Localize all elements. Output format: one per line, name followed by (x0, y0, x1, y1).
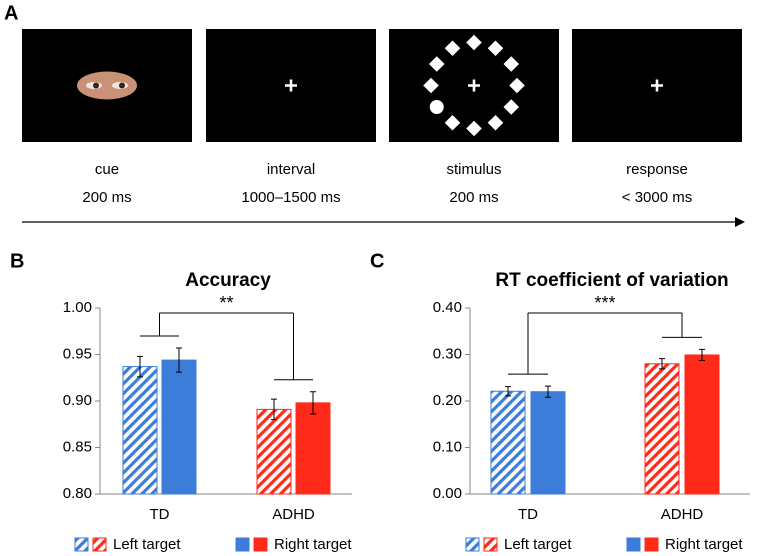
y-tick-label: 0.80 (63, 485, 92, 502)
legend-swatch (465, 537, 480, 552)
legend-swatch (483, 537, 498, 552)
legend-swatch (235, 537, 250, 552)
legend-swatch (253, 537, 268, 552)
error-bar (699, 348, 705, 362)
error-bar (137, 355, 143, 378)
group-bracket (508, 313, 548, 375)
group-bracket (662, 313, 702, 338)
chart-title: Accuracy (185, 270, 271, 291)
y-tick-label: 0.30 (433, 345, 462, 362)
error-bar (271, 398, 277, 421)
frame-duration: 200 ms (449, 189, 498, 206)
bar (490, 390, 526, 495)
y-tick-label: 0.00 (433, 485, 462, 502)
legend-label: Left target (504, 536, 572, 553)
chart-title: RT coefficient of variation (495, 270, 728, 291)
x-tick-label: TD (150, 506, 170, 523)
y-tick-label: 0.40 (433, 299, 462, 316)
legend-swatch (644, 537, 659, 552)
panel-label: C (370, 250, 384, 272)
group-bracket (140, 313, 179, 337)
legend-swatch (626, 537, 641, 552)
circle-item (429, 100, 444, 114)
y-tick-label: 0.85 (63, 438, 92, 455)
x-tick-label: ADHD (272, 506, 315, 523)
iris (119, 82, 125, 89)
frame-name: interval (267, 161, 315, 178)
iris (93, 82, 99, 89)
x-tick-label: ADHD (661, 506, 704, 523)
group-bracket (274, 313, 313, 381)
error-bar (310, 391, 316, 415)
y-tick-label: 1.00 (63, 299, 92, 316)
panel-label: A (4, 2, 18, 24)
bar (684, 354, 720, 495)
bar (161, 359, 197, 495)
significance-annotation: *** (594, 293, 615, 313)
error-bar (176, 347, 182, 373)
legend-swatch (74, 537, 89, 552)
arrow-head (735, 217, 745, 227)
error-bar (545, 385, 551, 398)
error-bar (659, 358, 665, 370)
eye-cue (77, 71, 137, 100)
frame-duration: 200 ms (82, 189, 131, 206)
legend-swatch (92, 537, 107, 552)
significance-annotation: ** (219, 293, 233, 313)
frame-name: stimulus (446, 161, 501, 178)
bar (530, 391, 566, 495)
frame-duration: 1000–1500 ms (241, 189, 340, 206)
fixation-cross (285, 79, 297, 92)
frame-name: cue (95, 161, 119, 178)
y-tick-label: 0.20 (433, 392, 462, 409)
bar (256, 408, 292, 495)
y-tick-label: 0.95 (63, 345, 92, 362)
frame-name: response (626, 161, 688, 178)
panel-label: B (10, 250, 24, 272)
frame-duration: < 3000 ms (622, 189, 692, 206)
bar (644, 363, 680, 495)
bar (122, 366, 158, 495)
error-bar (505, 386, 511, 397)
fixation-cross (651, 79, 663, 92)
y-tick-label: 0.90 (63, 392, 92, 409)
legend-label: Right target (665, 536, 743, 553)
y-tick-label: 0.10 (433, 438, 462, 455)
fixation-cross (468, 79, 480, 92)
bar (295, 402, 331, 495)
x-tick-label: TD (518, 506, 538, 523)
legend-label: Right target (274, 536, 352, 553)
legend-label: Left target (113, 536, 181, 553)
